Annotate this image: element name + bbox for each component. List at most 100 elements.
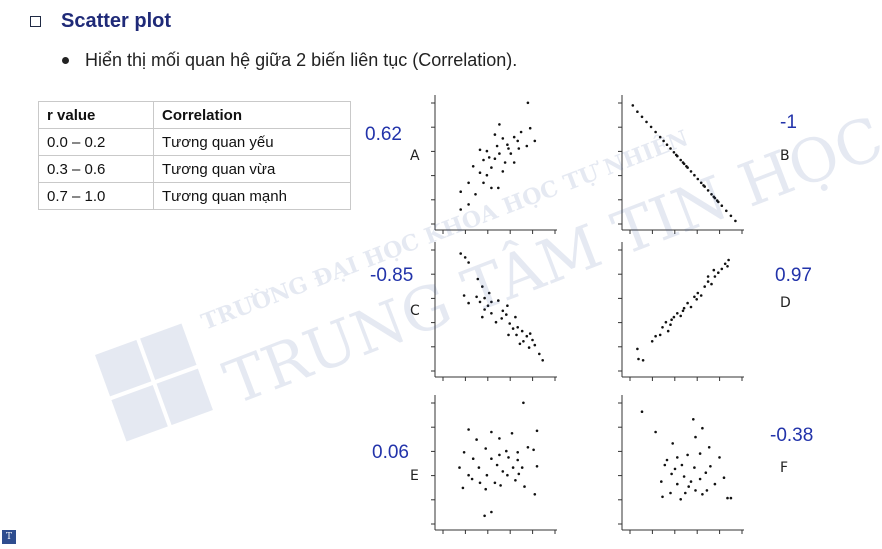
- data-point: [459, 208, 463, 211]
- data-point: [680, 463, 684, 467]
- data-point: [498, 152, 501, 155]
- data-point: [471, 165, 475, 168]
- data-point: [699, 294, 703, 297]
- data-point: [527, 346, 531, 349]
- table-cell: 0.3 – 0.6: [38, 155, 154, 183]
- panel-letter-label: F: [780, 460, 788, 476]
- data-point: [497, 186, 500, 190]
- data-point: [482, 158, 485, 162]
- data-point: [535, 465, 539, 468]
- data-point: [494, 320, 498, 324]
- data-point: [517, 147, 521, 150]
- data-point: [729, 214, 733, 218]
- heading-text: Scatter plot: [61, 10, 172, 32]
- data-point: [478, 171, 482, 174]
- data-point: [507, 333, 510, 337]
- data-point: [518, 342, 522, 346]
- data-point: [514, 479, 517, 482]
- data-point: [459, 252, 463, 255]
- data-point: [671, 442, 674, 445]
- data-point: [706, 275, 710, 278]
- data-point: [681, 309, 685, 313]
- data-point: [533, 493, 537, 496]
- data-point: [462, 451, 466, 454]
- data-point: [693, 173, 696, 177]
- data-point: [645, 120, 648, 124]
- scatter-panel-f: -0.38 F: [618, 395, 813, 534]
- data-point: [689, 480, 693, 483]
- table-row: 0.3 – 0.6 Tương quan vừa: [38, 155, 351, 183]
- data-point: [669, 323, 672, 327]
- data-point: [490, 430, 493, 434]
- data-point: [694, 435, 697, 439]
- data-point: [720, 204, 724, 207]
- data-point: [672, 151, 676, 154]
- data-point: [490, 186, 493, 190]
- data-point: [636, 347, 639, 351]
- data-point: [670, 318, 673, 322]
- data-point: [516, 458, 519, 462]
- data-point: [514, 315, 517, 319]
- data-point: [665, 143, 669, 146]
- data-point: [709, 465, 712, 468]
- data-point: [500, 317, 504, 320]
- data-point: [478, 300, 482, 304]
- scatter-panel-d: 0.97 D: [618, 242, 812, 381]
- table-cell: Tương quan vừa: [153, 155, 351, 183]
- data-point: [510, 432, 514, 435]
- data-point: [506, 143, 509, 146]
- data-point: [531, 338, 534, 342]
- panel-letter-label: E: [410, 468, 419, 484]
- table-header-row: r value Correlation: [38, 101, 351, 129]
- data-point: [636, 110, 639, 113]
- data-point: [641, 359, 645, 362]
- data-point: [528, 332, 532, 335]
- data-point: [692, 418, 695, 421]
- data-point: [662, 139, 665, 143]
- data-point: [467, 301, 470, 305]
- data-point: [474, 193, 477, 196]
- data-point: [679, 498, 682, 501]
- data-point: [687, 485, 690, 488]
- correlation-table: r value Correlation 0.0 – 0.2 Tương quan…: [38, 101, 351, 210]
- data-point: [520, 329, 524, 333]
- table-header: Correlation: [153, 101, 351, 129]
- data-point: [701, 426, 704, 430]
- data-point: [484, 487, 488, 491]
- data-point: [658, 333, 662, 337]
- r-value-label: -0.38: [770, 425, 813, 446]
- data-point: [490, 457, 493, 461]
- data-point: [685, 165, 688, 168]
- r-value-label: 0.06: [372, 442, 409, 463]
- data-point: [493, 481, 497, 485]
- data-point: [499, 484, 502, 487]
- data-point: [717, 271, 720, 275]
- scatter-panel-b: -1 B: [618, 95, 797, 234]
- data-point: [734, 219, 737, 223]
- data-point: [471, 457, 475, 461]
- table-row: 0.7 – 1.0 Tương quan mạnh: [38, 182, 351, 210]
- data-point: [481, 285, 484, 288]
- data-point: [689, 305, 693, 309]
- data-point: [710, 282, 713, 286]
- data-point: [503, 161, 507, 164]
- data-point: [706, 189, 710, 192]
- data-point: [654, 334, 657, 338]
- bullet-item: Hiển thị mối quan hệ giữa 2 biến liên tụ…: [62, 50, 517, 71]
- data-point: [487, 156, 491, 159]
- data-point: [516, 451, 519, 454]
- data-point: [470, 477, 474, 481]
- data-point: [669, 491, 672, 495]
- data-point: [682, 306, 686, 310]
- data-point: [699, 181, 703, 185]
- data-point: [498, 453, 501, 457]
- data-point: [476, 277, 480, 281]
- data-point: [508, 322, 512, 325]
- data-point: [704, 471, 708, 475]
- data-point: [505, 449, 508, 453]
- data-point: [707, 446, 711, 449]
- data-point: [696, 177, 700, 181]
- data-point: [535, 429, 539, 433]
- data-point: [519, 130, 523, 134]
- data-point: [715, 199, 719, 202]
